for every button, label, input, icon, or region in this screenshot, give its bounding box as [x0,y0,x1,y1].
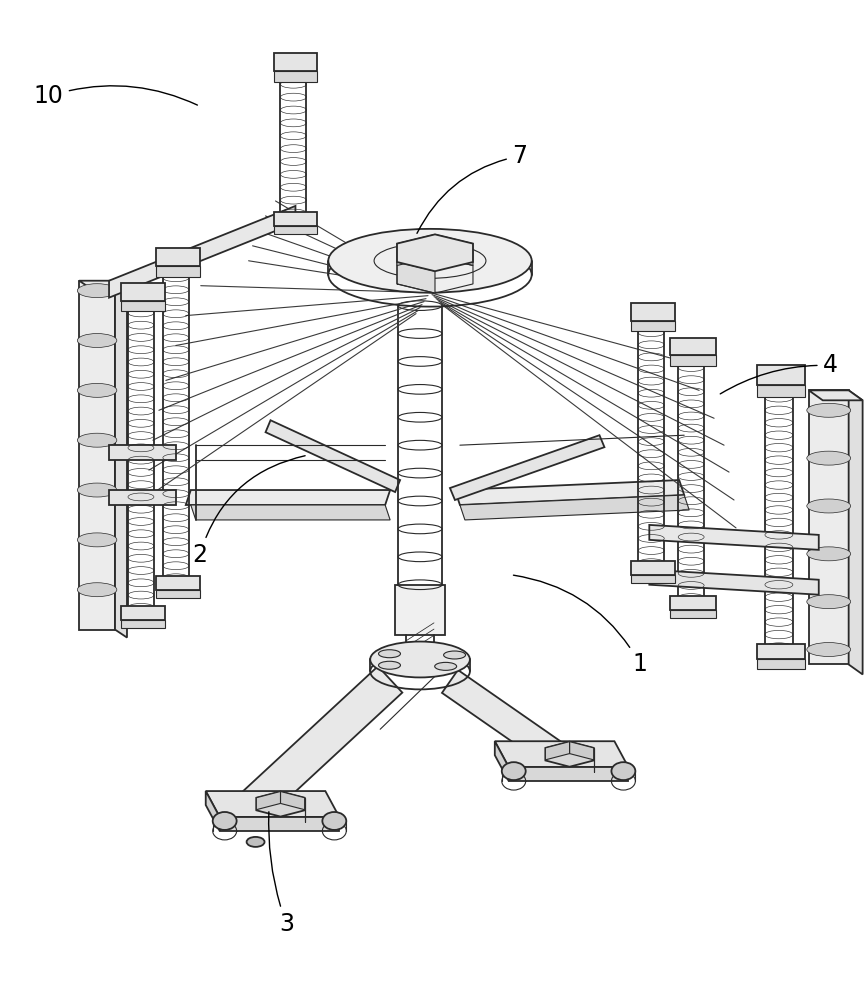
Polygon shape [109,206,295,298]
Ellipse shape [281,67,307,75]
Polygon shape [442,670,563,766]
Ellipse shape [807,643,850,656]
Ellipse shape [328,229,532,293]
Polygon shape [757,644,805,659]
Polygon shape [670,610,716,618]
Polygon shape [670,338,716,355]
Polygon shape [109,445,176,460]
Polygon shape [109,490,176,505]
Ellipse shape [322,812,346,830]
Polygon shape [631,575,675,583]
Polygon shape [274,53,317,71]
Polygon shape [274,71,317,82]
Polygon shape [450,435,604,500]
Ellipse shape [247,837,264,847]
Ellipse shape [638,317,664,324]
Ellipse shape [765,381,793,390]
Ellipse shape [807,403,850,417]
Polygon shape [121,301,165,311]
Polygon shape [220,817,339,831]
Polygon shape [460,495,689,520]
Polygon shape [546,742,594,767]
Text: 10: 10 [34,84,197,108]
Polygon shape [395,585,445,635]
Ellipse shape [213,812,236,830]
Ellipse shape [77,433,117,447]
Polygon shape [206,791,339,817]
Ellipse shape [77,284,117,298]
Polygon shape [243,666,403,817]
Ellipse shape [443,651,466,659]
Ellipse shape [611,762,636,780]
Polygon shape [115,281,127,638]
Polygon shape [670,355,716,366]
Polygon shape [631,561,675,575]
Polygon shape [809,390,863,400]
Polygon shape [455,480,684,505]
Polygon shape [191,505,391,520]
Ellipse shape [807,451,850,465]
Polygon shape [397,234,435,266]
Polygon shape [757,385,805,397]
Ellipse shape [807,595,850,609]
Polygon shape [494,741,629,767]
Polygon shape [650,570,818,595]
Polygon shape [156,590,200,598]
Text: 4: 4 [721,353,837,394]
Polygon shape [757,365,805,385]
Ellipse shape [435,662,456,670]
Text: 3: 3 [268,812,294,936]
Polygon shape [809,390,849,664]
Ellipse shape [77,583,117,597]
Polygon shape [266,420,400,492]
Polygon shape [206,791,220,831]
Ellipse shape [678,352,704,359]
Polygon shape [79,281,127,289]
Ellipse shape [378,661,400,669]
Polygon shape [397,234,473,271]
Polygon shape [757,659,805,669]
Polygon shape [274,212,317,226]
Polygon shape [121,620,165,628]
Polygon shape [546,742,570,760]
Polygon shape [156,266,200,277]
Ellipse shape [77,383,117,397]
Ellipse shape [163,262,189,270]
Polygon shape [256,791,305,817]
Polygon shape [670,596,716,610]
Polygon shape [631,321,675,331]
Polygon shape [631,303,675,321]
Text: 2: 2 [192,456,305,567]
Ellipse shape [501,762,526,780]
Ellipse shape [378,650,400,658]
Polygon shape [650,525,818,550]
Ellipse shape [370,642,470,677]
Polygon shape [156,248,200,266]
Text: 1: 1 [514,575,648,676]
Ellipse shape [77,334,117,347]
Ellipse shape [128,297,154,305]
Polygon shape [494,741,508,781]
Ellipse shape [807,499,850,513]
Polygon shape [274,226,317,234]
Polygon shape [849,390,863,674]
Text: 7: 7 [417,144,527,233]
Polygon shape [435,234,473,266]
Polygon shape [281,791,305,810]
Polygon shape [186,490,391,505]
Polygon shape [397,262,435,293]
Polygon shape [508,767,629,781]
Polygon shape [121,606,165,620]
Ellipse shape [807,547,850,561]
Polygon shape [570,742,594,760]
Ellipse shape [77,483,117,497]
Polygon shape [79,281,115,630]
Polygon shape [256,791,281,810]
Polygon shape [121,283,165,301]
Ellipse shape [77,533,117,547]
Polygon shape [156,576,200,590]
